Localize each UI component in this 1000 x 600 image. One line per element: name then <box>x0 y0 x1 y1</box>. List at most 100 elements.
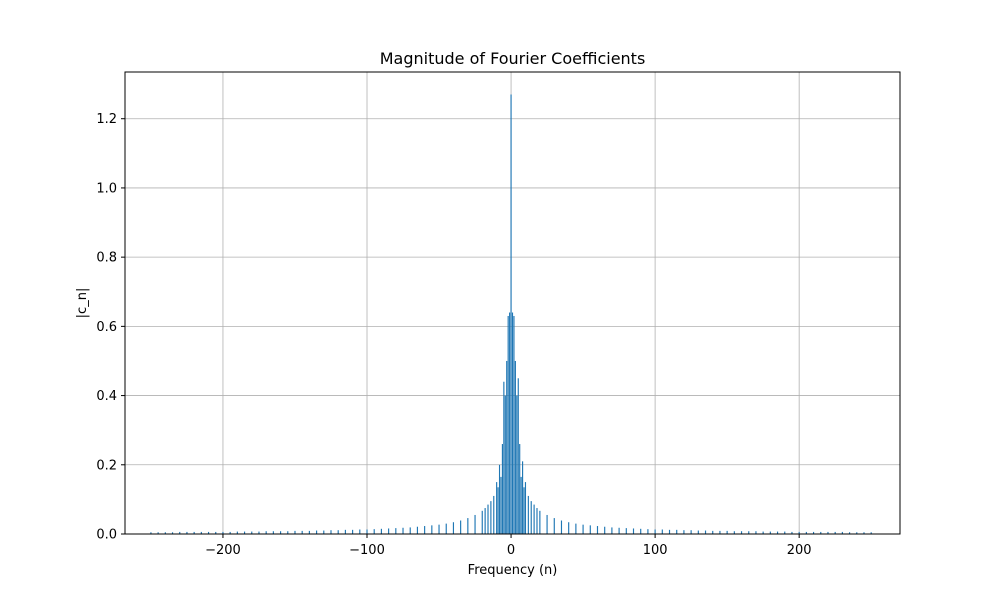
y-tick-label: 0.4 <box>96 389 117 404</box>
y-tick-label: 0.2 <box>96 458 117 473</box>
y-tick-label: 0.8 <box>96 251 117 266</box>
bar <box>460 520 462 534</box>
bar <box>337 530 339 534</box>
bar <box>150 532 152 534</box>
bar <box>431 525 433 534</box>
bar <box>215 531 217 534</box>
bar <box>668 529 671 534</box>
bar <box>522 461 524 534</box>
bar <box>251 531 253 534</box>
y-tick-label: 0.6 <box>96 320 117 335</box>
bar <box>533 504 535 534</box>
bar <box>704 530 707 534</box>
bar <box>409 527 411 534</box>
bar <box>366 529 368 534</box>
bar <box>301 530 303 534</box>
bar <box>527 495 529 534</box>
bar <box>438 524 440 534</box>
bar <box>481 510 483 534</box>
bar <box>719 530 721 534</box>
bar <box>516 395 518 534</box>
bar <box>193 531 195 534</box>
bar <box>294 530 296 534</box>
bar <box>827 531 829 534</box>
bar <box>805 531 807 534</box>
bar <box>654 529 656 534</box>
bar <box>604 526 606 534</box>
bar <box>748 531 750 534</box>
y-tick-label: 0.0 <box>96 528 117 543</box>
bar <box>697 530 699 534</box>
bar <box>416 526 419 534</box>
bar <box>497 487 499 534</box>
bar <box>849 532 851 534</box>
bar <box>380 528 382 534</box>
plot-frame <box>124 71 901 535</box>
bar <box>287 531 289 534</box>
bar <box>207 531 210 534</box>
bar <box>511 312 514 534</box>
bar <box>171 532 174 534</box>
x-tick-label: −200 <box>205 543 241 558</box>
bar <box>740 531 743 534</box>
bar <box>496 482 498 534</box>
bar <box>501 444 503 534</box>
bar <box>493 495 495 534</box>
y-tick-label: 1.2 <box>96 112 117 127</box>
bar <box>510 94 512 534</box>
bar <box>798 531 800 534</box>
bar <box>490 501 492 534</box>
bar <box>870 532 872 534</box>
bar <box>344 529 346 534</box>
bar <box>560 520 563 534</box>
bar <box>157 532 159 534</box>
bar <box>791 531 793 534</box>
bar <box>625 528 627 534</box>
bar <box>712 530 714 534</box>
bar <box>395 528 397 534</box>
bar <box>596 526 599 534</box>
bar <box>359 529 361 534</box>
bar <box>523 487 525 534</box>
bar <box>280 531 282 534</box>
bar <box>504 395 506 534</box>
bar <box>507 315 509 534</box>
bar <box>258 531 260 534</box>
bar <box>676 529 678 534</box>
bar <box>323 530 325 534</box>
bar <box>618 527 620 534</box>
bar <box>222 531 224 534</box>
y-tick-label: 1.0 <box>96 181 117 196</box>
bar <box>236 531 238 534</box>
x-tick-label: 200 <box>787 543 812 558</box>
bar <box>812 531 815 534</box>
bar <box>474 514 476 534</box>
bar <box>519 444 521 534</box>
bar <box>841 531 843 534</box>
bar <box>308 530 310 534</box>
x-axis-label: Frequency (n) <box>468 563 558 578</box>
bar <box>179 531 181 534</box>
bar <box>467 518 469 534</box>
bar <box>402 527 404 534</box>
bar <box>733 531 735 534</box>
bar <box>424 526 426 534</box>
bar <box>506 360 508 534</box>
bar <box>498 464 501 534</box>
bar <box>546 514 548 534</box>
bar <box>726 530 728 534</box>
bar <box>863 532 865 534</box>
bar <box>539 510 541 534</box>
bar <box>575 523 577 534</box>
bar <box>553 518 555 534</box>
bar <box>503 381 505 534</box>
bar <box>452 522 455 534</box>
y-axis-label: |c_n| <box>75 288 90 319</box>
bar <box>229 531 231 534</box>
bar <box>690 530 692 534</box>
bar <box>272 531 274 534</box>
x-tick-label: −100 <box>349 543 385 558</box>
bar <box>856 532 858 534</box>
